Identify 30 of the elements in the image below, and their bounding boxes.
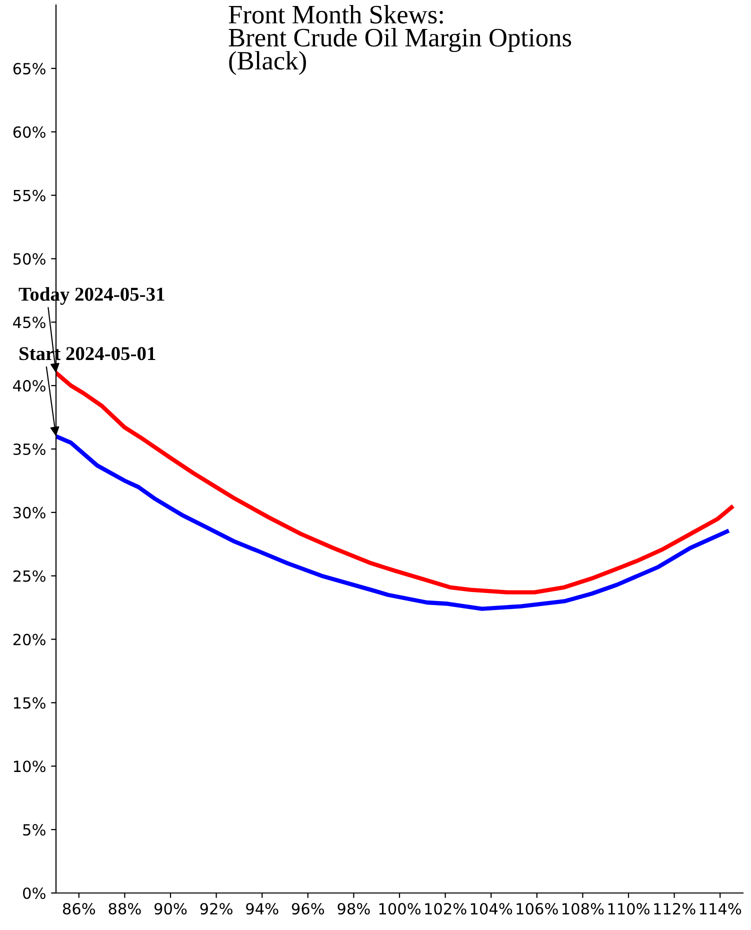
- y-tick-label: 0%: [23, 887, 46, 900]
- x-tick-label: 108%: [562, 902, 604, 915]
- y-tick-label: 5%: [23, 824, 46, 836]
- x-tick-label: 110%: [608, 902, 650, 915]
- x-tick-label: 102%: [425, 902, 466, 915]
- y-tick-label: 45%: [13, 316, 46, 328]
- x-tick-label: 98%: [338, 902, 370, 915]
- x-tick-label: 86%: [62, 902, 96, 915]
- x-tick-label: 94%: [246, 902, 278, 915]
- y-tick-label: 60%: [13, 126, 46, 138]
- x-tick-label: 106%: [516, 902, 558, 915]
- x-tick-label: 104%: [470, 902, 512, 915]
- y-tick-label: 55%: [14, 190, 46, 202]
- text: Front Month Skews: Brent Crude Oil Margin Options (Black): [228, 5, 572, 76]
- x-tick-label: 112%: [654, 902, 696, 915]
- x-tick-label: 96%: [292, 902, 324, 915]
- y-tick-label: 65%: [13, 62, 46, 74]
- y-tick-label: 10%: [14, 760, 46, 772]
- x-tick-label: 92%: [200, 902, 232, 915]
- y-tick-label: 50%: [14, 253, 46, 265]
- y-tick-label: 35%: [13, 443, 46, 456]
- x-tick-label: 114%: [700, 902, 742, 915]
- y-tick-label: 15%: [14, 697, 46, 709]
- y-tick-label: 25%: [13, 570, 46, 582]
- x-tick-label: 88%: [108, 902, 141, 915]
- y-tick-label: 40%: [13, 380, 46, 392]
- x-tick-label: 90%: [154, 902, 187, 915]
- y-tick-label: 20%: [13, 634, 46, 646]
- x-tick-label: 100%: [379, 902, 420, 915]
- y-tick-label: 30%: [13, 506, 46, 518]
